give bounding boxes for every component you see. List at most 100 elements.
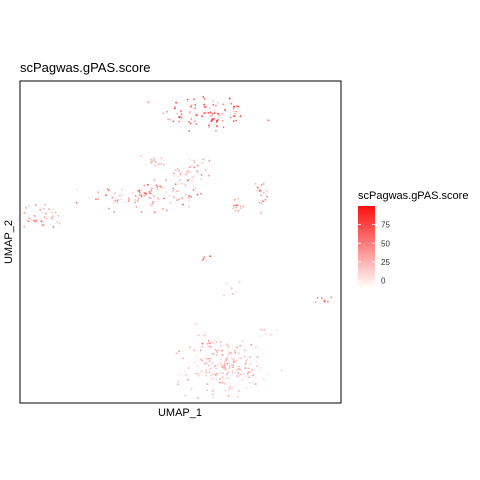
data-point (45, 217, 48, 220)
data-point (227, 345, 230, 348)
data-point (232, 110, 235, 113)
data-point (203, 103, 206, 106)
data-point (172, 120, 175, 123)
data-point (169, 118, 171, 121)
legend-tick-label: 50 (381, 239, 390, 248)
data-point (187, 179, 189, 182)
data-point (254, 376, 257, 379)
data-point (229, 116, 232, 119)
data-point (185, 173, 187, 176)
data-point (134, 198, 137, 201)
data-point (216, 392, 219, 395)
data-point (232, 207, 234, 210)
data-point (212, 362, 215, 364)
data-point (266, 371, 269, 374)
legend-tick-label: 75 (381, 221, 390, 230)
data-point (213, 353, 216, 356)
data-point (229, 387, 231, 389)
data-point (147, 101, 150, 104)
data-point (197, 372, 200, 375)
data-point (227, 394, 230, 397)
data-point (246, 372, 249, 374)
data-point (201, 345, 204, 348)
data-point (34, 204, 37, 206)
data-point (153, 211, 156, 214)
data-point (56, 221, 59, 223)
data-point (240, 207, 242, 210)
data-point (27, 205, 30, 208)
data-point (228, 97, 231, 100)
data-point (208, 360, 211, 363)
data-point (35, 219, 38, 222)
data-point (223, 294, 225, 297)
data-point (187, 170, 190, 172)
data-point (176, 167, 179, 170)
data-point (197, 397, 199, 399)
data-point (100, 207, 103, 209)
data-point (143, 194, 146, 197)
data-point (257, 186, 259, 189)
data-point (216, 354, 218, 356)
data-point (159, 185, 162, 188)
plot-panel (19, 80, 342, 404)
data-point (184, 370, 187, 373)
data-point (135, 206, 138, 208)
data-point (206, 389, 208, 392)
data-point (107, 189, 110, 192)
data-point (152, 200, 155, 203)
data-point (150, 160, 153, 163)
data-point (227, 352, 230, 355)
data-point (237, 357, 240, 359)
data-point (219, 362, 222, 364)
data-point (326, 300, 329, 303)
data-point (234, 351, 237, 354)
data-point (260, 190, 263, 193)
data-point (188, 112, 191, 114)
data-point (223, 369, 226, 371)
data-point (121, 194, 124, 197)
data-point (214, 373, 217, 376)
data-point (232, 107, 235, 110)
data-point (164, 191, 167, 194)
data-point (191, 159, 194, 162)
data-point (258, 201, 261, 204)
legend-tick-label: 0 (381, 277, 386, 286)
data-point (143, 184, 146, 187)
data-point (113, 211, 115, 214)
data-point (174, 183, 177, 186)
data-point (208, 126, 211, 128)
data-point (208, 159, 211, 162)
data-point (218, 380, 220, 382)
data-point (231, 372, 234, 374)
data-point (209, 368, 211, 371)
data-point (33, 214, 36, 217)
data-point (40, 220, 43, 223)
data-point (213, 112, 216, 114)
data-point (256, 356, 259, 358)
data-point (209, 342, 212, 345)
data-point (190, 196, 192, 198)
data-point (205, 260, 208, 262)
data-point (39, 214, 41, 217)
data-point (222, 103, 225, 106)
data-point (167, 118, 170, 121)
data-point (179, 110, 182, 112)
data-point (156, 185, 159, 188)
data-point (138, 189, 141, 192)
data-point (153, 179, 156, 181)
data-point (225, 369, 228, 371)
data-point (143, 192, 146, 194)
data-point (265, 189, 268, 192)
data-point (268, 389, 271, 392)
data-point (177, 181, 179, 183)
data-point (235, 359, 238, 362)
data-point (201, 342, 204, 345)
data-point (238, 390, 240, 392)
data-point (187, 197, 190, 200)
data-point (262, 192, 265, 194)
data-point (154, 161, 157, 163)
data-point (230, 364, 233, 366)
data-point (140, 189, 143, 191)
data-point (207, 340, 210, 342)
data-point (236, 346, 238, 349)
